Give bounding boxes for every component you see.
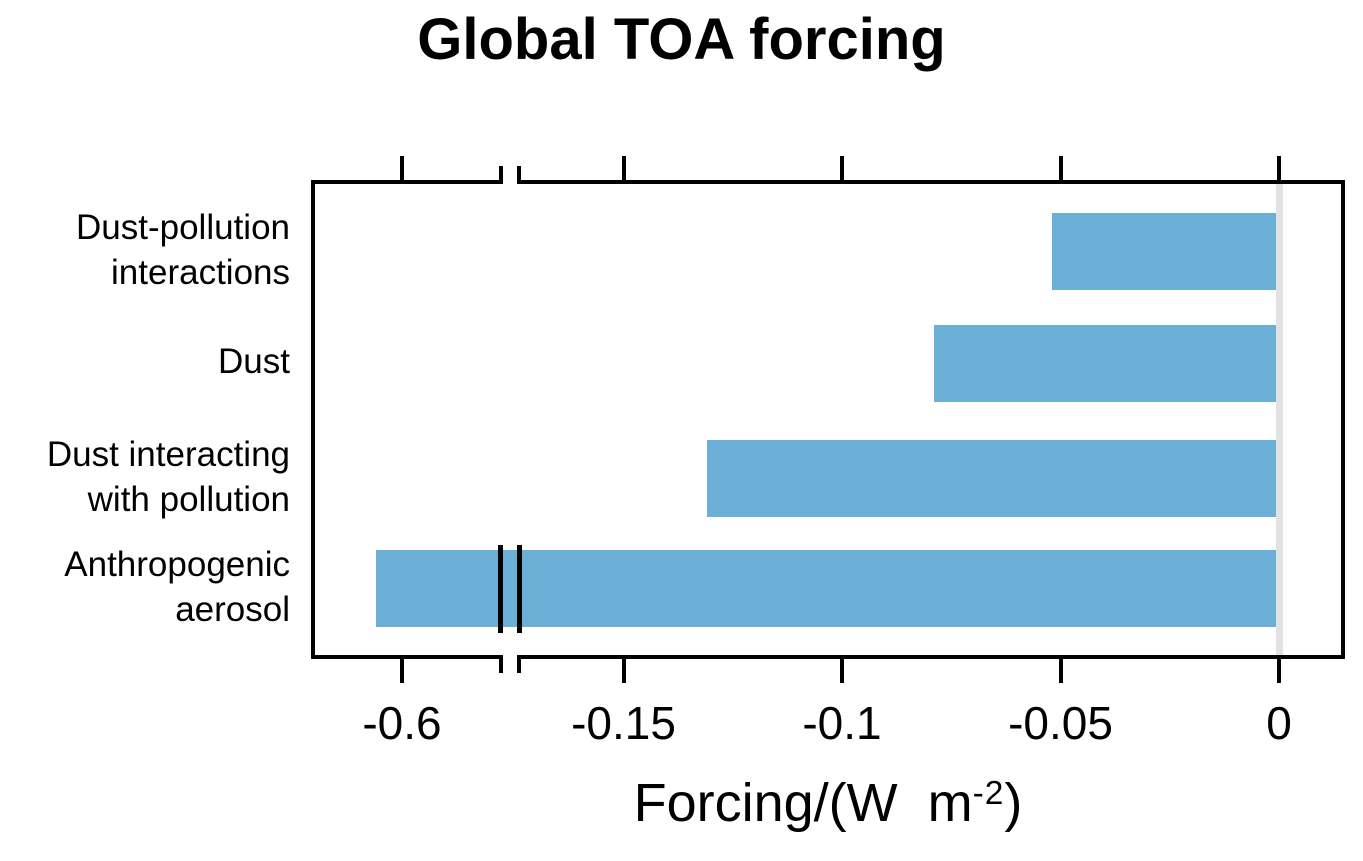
y-category-label-line: Dust-pollution xyxy=(76,207,290,247)
y-category-label-0: Dust-pollution interactions xyxy=(0,205,290,295)
bar-break-gap xyxy=(0,0,14,88)
y-category-label-line: with pollution xyxy=(87,479,290,519)
x-axis-title-superscript: -2 xyxy=(972,775,1005,813)
y-category-label-1: Dust xyxy=(0,339,290,384)
x-tick-top--0.15 xyxy=(621,156,626,180)
x-axis-title: Forcing/(W m-2) xyxy=(313,772,1343,834)
x-tick-label--0.6: -0.6 xyxy=(362,697,442,749)
chart-title: Global TOA forcing xyxy=(417,7,946,72)
y-category-label-line: Dust interacting xyxy=(46,434,290,474)
y-category-label-line: Dust xyxy=(218,342,290,381)
bar-anthropogenic-aerosol xyxy=(375,550,1276,627)
plot-border-top-left-segment xyxy=(311,180,503,184)
y-category-label-line: aerosol xyxy=(175,589,290,629)
plot-border-right xyxy=(1341,180,1345,659)
plot-border-top-right-segment xyxy=(517,180,1345,184)
x-tick-top--0.05 xyxy=(1058,156,1063,180)
x-axis-title-text: Forcing/(W m xyxy=(633,773,973,833)
x-tick-top--0.6 xyxy=(400,156,404,180)
x-tick-top--0.1 xyxy=(840,156,844,180)
x-tick-label--0.15: -0.15 xyxy=(571,697,676,749)
y-category-label-line: Anthropogenic xyxy=(64,544,290,584)
x-tick-bottom--0.6 xyxy=(400,659,404,683)
bar-break-mark-right xyxy=(517,545,522,633)
x-tick-bottom--0.05 xyxy=(1058,659,1063,683)
x-tick-bottom--0.15 xyxy=(621,659,626,683)
bar-break-mark-left xyxy=(498,545,503,633)
plot-border-bottom-right-segment xyxy=(517,655,1345,659)
axis-break-hook-bottom-right xyxy=(517,659,521,673)
y-category-label-3: Anthropogenic aerosol xyxy=(0,542,290,632)
plot-border-bottom-left-segment xyxy=(311,655,503,659)
plot-border-left xyxy=(311,180,315,659)
x-tick-bottom--0.1 xyxy=(840,659,844,683)
bar-dust xyxy=(933,325,1276,402)
axis-break-hook-bottom-left xyxy=(499,659,503,673)
axis-break-hook-top-right xyxy=(517,166,521,180)
x-axis-title-closeparen: ) xyxy=(1004,773,1023,833)
axis-break-hook-top-left xyxy=(499,166,503,180)
y-category-label-line: interactions xyxy=(111,252,290,292)
y-category-label-2: Dust interacting with pollution xyxy=(0,432,290,522)
x-tick-label--0.1: -0.1 xyxy=(802,697,882,749)
x-tick-label--0.05: -0.05 xyxy=(1008,697,1113,749)
zero-reference-line xyxy=(1276,184,1283,655)
bar-dust-interacting-with-pollution xyxy=(706,440,1276,517)
x-tick-top-0 xyxy=(1277,156,1281,180)
bar-dust-pollution-interactions xyxy=(1051,213,1276,290)
x-tick-label-0: 0 xyxy=(1266,697,1292,749)
x-tick-bottom-0 xyxy=(1277,659,1281,683)
